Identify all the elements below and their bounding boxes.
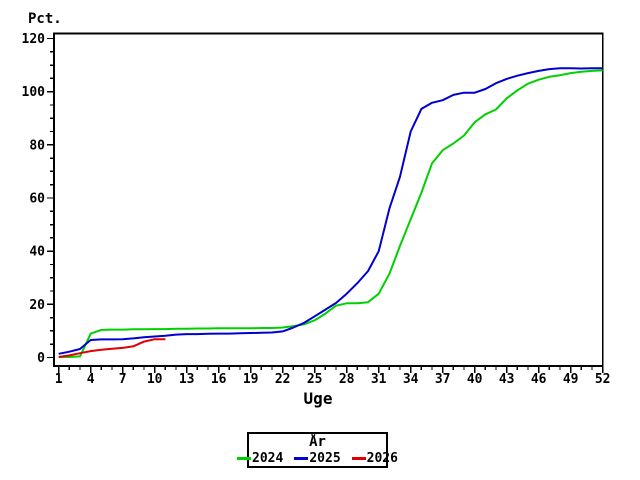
x-tick-label: 43 xyxy=(499,372,515,387)
y-axis-title: Pct. xyxy=(28,11,62,27)
legend-entry-2025: 2025 xyxy=(294,451,341,466)
legend-swatch-2024 xyxy=(237,457,252,460)
y-tick-label: 100 xyxy=(22,85,46,100)
legend-label-2024: 2024 xyxy=(252,451,284,466)
x-tick-label: 1 xyxy=(55,372,63,387)
x-tick-label: 28 xyxy=(339,372,355,387)
legend-entries: 2024 2025 2026 xyxy=(237,451,398,466)
x-tick-label: 31 xyxy=(371,372,387,387)
x-tick-label: 52 xyxy=(595,372,611,387)
legend-title: År xyxy=(309,434,326,450)
legend-entry-2026: 2026 xyxy=(351,451,398,466)
x-tick-label: 34 xyxy=(403,372,419,387)
x-tick-label: 37 xyxy=(435,372,451,387)
plot-frame xyxy=(53,32,604,367)
series-line-2024 xyxy=(58,69,603,358)
y-tick-label: 40 xyxy=(29,245,45,260)
x-tick-label: 10 xyxy=(147,372,163,387)
legend-label-2026: 2026 xyxy=(366,451,398,466)
x-tick-label: 13 xyxy=(179,372,195,387)
x-tick-label: 16 xyxy=(211,372,227,387)
y-tick-label: 80 xyxy=(29,138,45,153)
legend-label-2025: 2025 xyxy=(309,451,341,466)
legend-swatch-2025 xyxy=(294,457,309,460)
x-tick-label: 19 xyxy=(243,372,259,387)
x-tick-label: 22 xyxy=(275,372,291,387)
y-tick-label: 20 xyxy=(29,298,45,313)
legend-swatch-2026 xyxy=(351,457,366,460)
y-tick-label: 60 xyxy=(29,192,45,207)
legend: År 2024 2025 2026 xyxy=(237,432,398,468)
x-axis-title: Uge xyxy=(303,389,333,408)
x-tick-label: 4 xyxy=(87,372,95,387)
x-tick-label: 40 xyxy=(467,372,483,387)
series-line-2026 xyxy=(58,338,166,358)
x-tick-label: 25 xyxy=(307,372,323,387)
y-tick-label: 120 xyxy=(22,32,46,47)
series-line-2025 xyxy=(58,67,603,355)
x-tick-label: 46 xyxy=(531,372,547,387)
y-tick-label: 0 xyxy=(37,351,45,366)
x-tick-label: 7 xyxy=(119,372,127,387)
legend-entry-2024: 2024 xyxy=(237,451,283,466)
x-tick-label: 49 xyxy=(563,372,579,387)
